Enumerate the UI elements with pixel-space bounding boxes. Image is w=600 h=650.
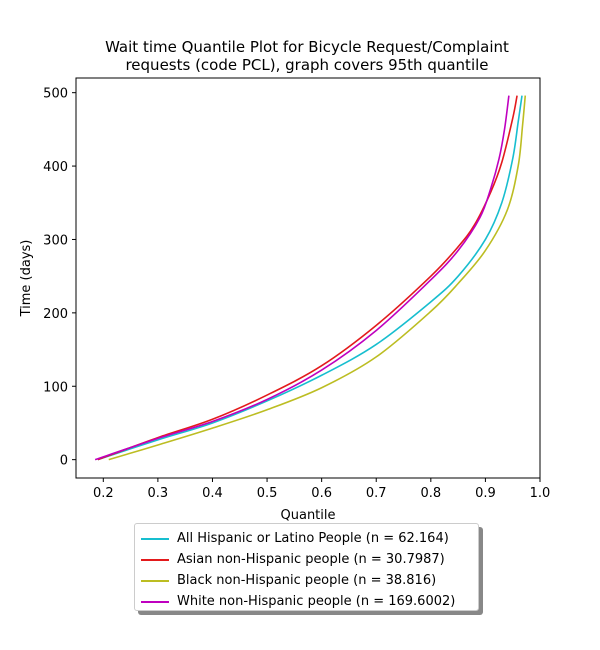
x-tick-label: 0.7 — [366, 486, 387, 501]
chart-title-line-1: Wait time Quantile Plot for Bicycle Requ… — [105, 38, 509, 56]
y-tick-label: 100 — [43, 380, 68, 395]
y-tick-label: 400 — [43, 160, 68, 175]
legend-item: Asian non-Hispanic people (n = 30.7987) — [139, 549, 478, 570]
x-tick-label: 1.0 — [530, 486, 551, 501]
x-tick-label: 0.8 — [420, 486, 441, 501]
x-tick-label: 0.2 — [93, 486, 114, 501]
legend-swatch — [141, 558, 169, 561]
y-tick-label: 200 — [43, 307, 68, 322]
legend-label: Black non-Hispanic people (n = 38.816) — [177, 573, 437, 588]
legend-label: All Hispanic or Latino People (n = 62.16… — [177, 531, 449, 546]
x-tick-label: 0.6 — [311, 486, 332, 501]
series-line-4 — [94, 95, 510, 461]
x-axis-ticks: 0.2 0.3 0.4 0.5 0.6 0.7 0.8 0.9 1.0 — [93, 478, 550, 501]
chart-legend: All Hispanic or Latino People (n = 62.16… — [134, 523, 479, 611]
legend-item: All Hispanic or Latino People (n = 62.16… — [139, 528, 478, 549]
series-layer — [94, 95, 527, 461]
legend-item: White non-Hispanic people (n = 169.6002) — [139, 591, 478, 612]
chart-title-line-2: requests (code PCL), graph covers 95th q… — [125, 56, 488, 74]
y-axis-label: Time (days) — [19, 240, 34, 318]
legend-swatch — [141, 600, 169, 603]
legend-swatch — [141, 537, 169, 540]
y-tick-label: 0 — [60, 454, 68, 469]
legend-label: White non-Hispanic people (n = 169.6002) — [177, 594, 456, 609]
series-line-1 — [97, 95, 523, 461]
legend-label: Asian non-Hispanic people (n = 30.7987) — [177, 552, 445, 567]
x-tick-label: 0.4 — [202, 486, 223, 501]
x-tick-label: 0.3 — [148, 486, 169, 501]
y-tick-label: 300 — [43, 233, 68, 248]
y-tick-label: 500 — [43, 87, 68, 102]
x-tick-label: 0.9 — [475, 486, 496, 501]
legend-swatch — [141, 579, 169, 582]
series-line-3 — [108, 95, 527, 461]
x-axis-label: Quantile — [281, 508, 336, 523]
x-tick-label: 0.5 — [257, 486, 278, 501]
plot-area-frame — [75, 77, 541, 479]
legend-item: Black non-Hispanic people (n = 38.816) — [139, 570, 478, 591]
series-line-2 — [97, 95, 518, 461]
y-axis-ticks: 0 100 200 300 400 500 — [43, 87, 76, 469]
